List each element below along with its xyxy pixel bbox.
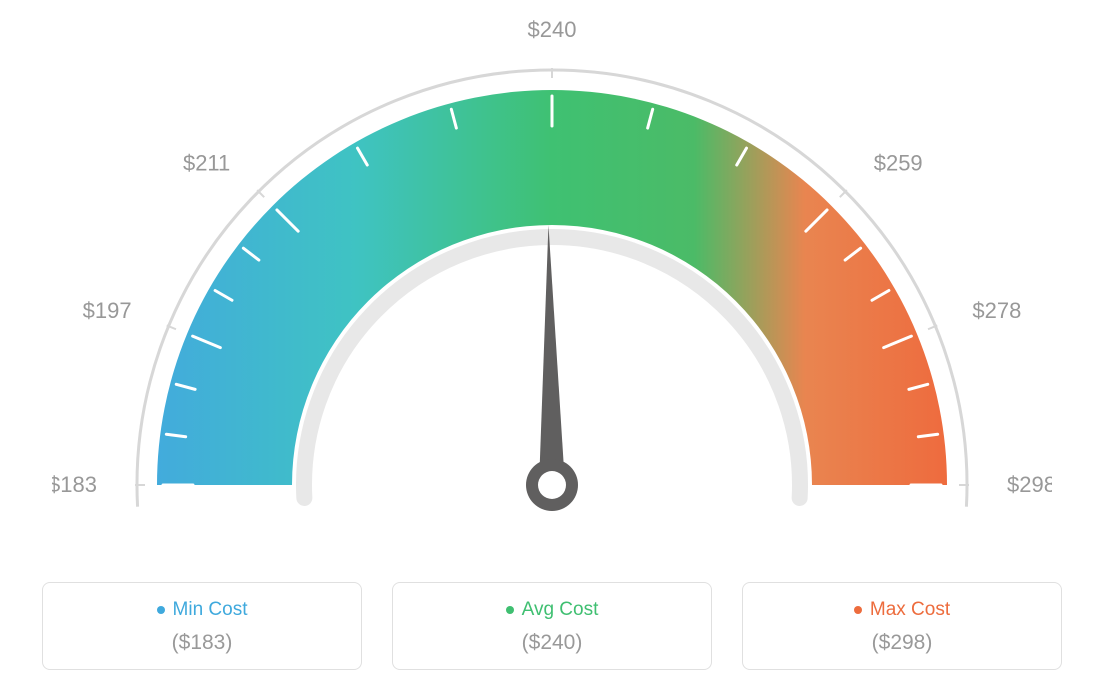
gauge-needle bbox=[539, 225, 565, 485]
gauge-tick-label: $259 bbox=[874, 150, 923, 175]
gauge-tick-label: $197 bbox=[83, 298, 132, 323]
legend-dot-icon bbox=[506, 606, 514, 614]
legend-card: Avg Cost ($240) bbox=[392, 582, 712, 670]
gauge-chart: $183 $197 $211 $240 $259 $278 $298 bbox=[52, 10, 1052, 570]
gauge-svg: $183 $197 $211 $240 $259 $278 $298 bbox=[52, 10, 1052, 570]
legend-title: Max Cost bbox=[854, 599, 950, 621]
gauge-tick-label: $211 bbox=[183, 150, 230, 175]
legend-title: Min Cost bbox=[157, 599, 248, 621]
legend-value: ($240) bbox=[403, 631, 701, 655]
gauge-tick-label: $240 bbox=[528, 17, 577, 42]
legend-label: Min Cost bbox=[173, 599, 248, 621]
gauge-tick-label: $183 bbox=[52, 472, 97, 497]
legend-dot-icon bbox=[157, 606, 165, 614]
legend-label: Avg Cost bbox=[522, 599, 599, 621]
legend-card: Max Cost ($298) bbox=[742, 582, 1062, 670]
legend-row: Min Cost ($183) Avg Cost ($240) Max Cost ($29… bbox=[0, 582, 1104, 670]
legend-dot-icon bbox=[854, 606, 862, 614]
legend-title: Avg Cost bbox=[506, 599, 599, 621]
legend-value: ($298) bbox=[753, 631, 1051, 655]
legend-label: Max Cost bbox=[870, 599, 950, 621]
gauge-tick-label: $278 bbox=[972, 298, 1021, 323]
gauge-tick-label: $298 bbox=[1007, 472, 1052, 497]
legend-card: Min Cost ($183) bbox=[42, 582, 362, 670]
legend-value: ($183) bbox=[53, 631, 351, 655]
